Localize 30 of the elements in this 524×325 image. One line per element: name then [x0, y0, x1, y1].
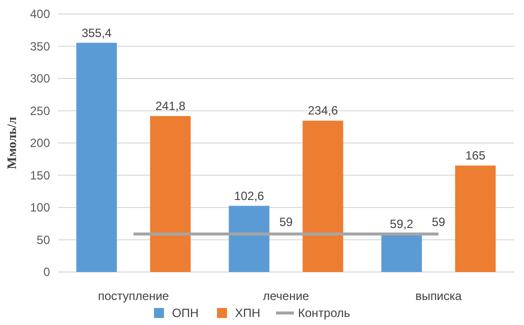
- y-tick-label: 150: [30, 168, 50, 182]
- y-tick-label: 300: [30, 72, 50, 86]
- bar: [76, 42, 117, 272]
- data-label: 59: [279, 214, 293, 229]
- y-axis-title: Ммоль/л: [4, 116, 19, 170]
- y-tick-label: 400: [30, 7, 50, 21]
- y-tick-label: 350: [30, 39, 50, 54]
- y-tick-label: 0: [43, 265, 50, 279]
- bar: [228, 206, 270, 272]
- x-tick-label: лечение: [262, 289, 310, 303]
- bar: [302, 120, 344, 272]
- bar: [381, 234, 422, 272]
- data-label: 234,6: [308, 104, 338, 118]
- data-label: 59: [432, 214, 446, 229]
- y-tick-label: 200: [30, 136, 50, 150]
- data-label: 355,4: [82, 26, 112, 40]
- data-label: 59,2: [390, 216, 414, 231]
- x-tick-label: выписка: [415, 289, 462, 303]
- data-label: 165: [465, 148, 486, 163]
- legend-label: Контроль: [298, 306, 350, 320]
- y-tick-label: 100: [30, 200, 50, 214]
- legend-label: ОПН: [172, 306, 199, 320]
- bar: [455, 166, 496, 272]
- y-tick-label: 250: [30, 104, 50, 118]
- bar: [150, 116, 191, 272]
- data-label: 241,8: [155, 99, 186, 114]
- y-tick-label: 50: [36, 232, 50, 247]
- x-tick-label: поступление: [98, 289, 170, 303]
- data-label: 102,6: [234, 188, 264, 203]
- legend-label: ХПН: [235, 306, 260, 320]
